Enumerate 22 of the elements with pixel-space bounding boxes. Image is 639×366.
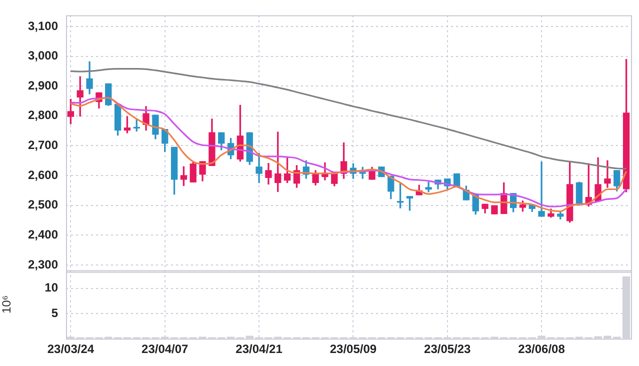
x-tick-label: 23/04/21 bbox=[236, 342, 283, 356]
y-tick-label: 10 bbox=[44, 280, 58, 295]
x-tick-label: 23/05/23 bbox=[424, 342, 472, 356]
y-tick-label: 2,900 bbox=[28, 78, 58, 92]
y-tick-label: 2,700 bbox=[28, 138, 58, 152]
candlestick bbox=[538, 162, 545, 217]
line-series bbox=[70, 68, 628, 170]
y-tick-label: 2,800 bbox=[28, 108, 58, 122]
candlestick bbox=[425, 182, 432, 192]
y-axis-title: 10⁶ bbox=[0, 295, 14, 314]
y-tick-label: 3,100 bbox=[28, 18, 58, 33]
x-tick-label: 23/03/24 bbox=[47, 342, 94, 356]
x-tick-label: 23/04/07 bbox=[142, 342, 189, 356]
y-tick-label: 5 bbox=[51, 306, 58, 320]
y-tick-label: 2,600 bbox=[28, 168, 58, 182]
x-tick-label: 23/05/09 bbox=[330, 342, 377, 356]
y-tick-label: 2,500 bbox=[28, 198, 58, 212]
y-tick-label: 3,000 bbox=[28, 48, 58, 63]
x-tick-label: 23/06/08 bbox=[518, 342, 566, 356]
y-tick-label: 2,400 bbox=[28, 227, 58, 242]
y-tick-label: 2,300 bbox=[28, 257, 58, 272]
candlestick bbox=[604, 160, 611, 188]
